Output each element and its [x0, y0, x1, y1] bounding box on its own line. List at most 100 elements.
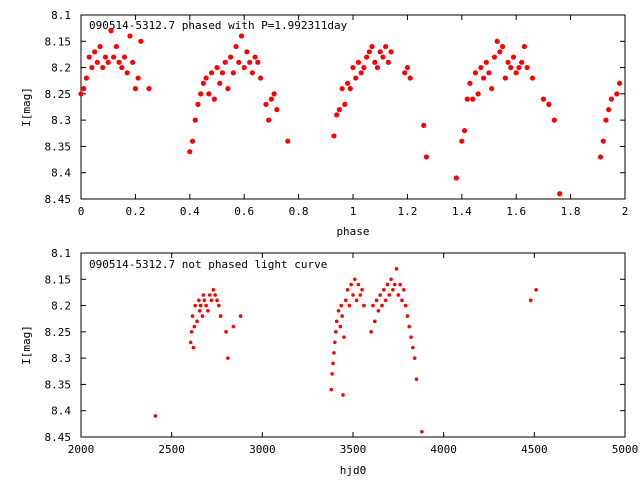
- phased-data-point: [244, 49, 250, 55]
- phased-data-point: [350, 64, 356, 71]
- phased-data-point: [480, 75, 487, 81]
- phased-data-point: [404, 64, 410, 71]
- phased-data-point: [347, 86, 353, 92]
- phased-y-tick-label: 8.15: [45, 35, 72, 48]
- unphased-data-point: [356, 282, 361, 287]
- phased-data-point: [364, 54, 370, 60]
- unphased-x-tick-label: 2000: [68, 443, 95, 456]
- unphased-data-point: [345, 288, 350, 292]
- unphased-data-point: [343, 298, 348, 303]
- phased-data-point: [540, 96, 547, 102]
- phased-data-point: [388, 49, 394, 55]
- unphased-data-point: [347, 303, 352, 308]
- phased-data-point: [198, 91, 204, 97]
- unphased-data-point: [394, 266, 399, 271]
- unphased-data-point: [353, 277, 357, 282]
- unphased-data-point: [414, 377, 419, 381]
- phased-data-point: [195, 101, 201, 107]
- phased-data-point: [500, 43, 506, 50]
- unphased-data-point: [191, 345, 196, 350]
- unphased-y-tick-label: 8.2: [51, 300, 71, 313]
- unphased-data-point: [200, 314, 205, 318]
- phased-data-point: [92, 49, 98, 55]
- unphased-data-point: [369, 330, 373, 334]
- phased-data-point: [372, 59, 378, 65]
- phased-data-point: [521, 43, 527, 50]
- unphased-data-point: [371, 303, 375, 308]
- phased-chart-title: 090514-5312.7 phased with P=1.992311day: [89, 19, 348, 32]
- phased-x-tick-label: 1.6: [506, 205, 526, 218]
- phased-data-point: [214, 64, 220, 71]
- phased-data-point: [135, 75, 141, 81]
- phased-y-tick-label: 8.45: [45, 193, 72, 206]
- phased-data-point: [217, 80, 223, 86]
- phased-data-point: [146, 86, 152, 92]
- phased-data-point: [257, 75, 264, 81]
- unphased-data-point: [211, 288, 216, 292]
- phased-data-point: [263, 101, 269, 107]
- unphased-data-point: [215, 298, 219, 303]
- unphased-data-point: [189, 330, 194, 334]
- phased-y-tick-label: 8.35: [45, 140, 72, 153]
- unphased-data-point: [339, 303, 344, 308]
- phased-y-tick-label: 8.25: [45, 88, 72, 101]
- phased-data-point: [113, 43, 119, 50]
- phased-data-point: [344, 80, 351, 86]
- phased-data-point: [236, 59, 242, 65]
- phased-data-point: [385, 59, 391, 65]
- phased-data-point: [200, 80, 206, 86]
- unphased-data-point: [385, 282, 390, 287]
- phased-data-point: [369, 43, 375, 50]
- phased-data-point: [377, 49, 383, 55]
- unphased-data-point: [188, 340, 193, 345]
- phased-data-point: [608, 96, 615, 102]
- phased-data-point: [486, 70, 492, 76]
- phased-data-point: [127, 33, 133, 39]
- phased-data-point: [494, 38, 500, 44]
- phased-data-point: [374, 64, 381, 71]
- unphased-x-tick-label: 5000: [612, 443, 639, 456]
- unphased-x-axis-label: hjd0: [340, 464, 367, 477]
- phased-data-point: [206, 91, 212, 97]
- phased-y-tick-label: 8.4: [51, 167, 71, 180]
- phased-data-point: [119, 64, 125, 71]
- unphased-data-point: [376, 309, 381, 313]
- unphased-data-point: [340, 314, 344, 318]
- unphased-data-point: [354, 298, 359, 303]
- phased-data-point: [187, 149, 193, 155]
- unphased-data-point: [330, 372, 334, 376]
- phased-data-point: [138, 38, 144, 44]
- unphased-data-point: [201, 293, 206, 297]
- phased-data-point: [472, 70, 478, 76]
- phased-data-point: [102, 54, 109, 60]
- phased-data-point: [86, 54, 92, 60]
- unphased-y-tick-label: 8.45: [45, 431, 72, 444]
- phased-data-point: [97, 43, 103, 50]
- phased-data-point: [331, 133, 337, 139]
- unphased-panel: 090514-5312.7 not phased light curve hjd…: [20, 247, 638, 477]
- phased-x-tick-label: 1.2: [397, 205, 417, 218]
- phased-data-point: [228, 54, 234, 60]
- unphased-x-ticks: 2000 2500 3000 3500 4000 4500 5000: [68, 253, 639, 456]
- phased-data-point: [423, 154, 430, 160]
- phased-data-point: [353, 75, 359, 81]
- unphased-x-tick-label: 4500: [521, 443, 548, 456]
- phased-data-point: [192, 117, 198, 123]
- phased-data-point: [459, 138, 465, 144]
- unphased-data-point: [374, 298, 379, 303]
- phased-plot-frame: [80, 14, 626, 200]
- unphased-data-point: [331, 361, 335, 366]
- phased-data-point: [497, 49, 503, 55]
- phased-data-point: [334, 112, 340, 118]
- phased-data-point: [238, 33, 245, 39]
- unphased-data-point: [389, 277, 393, 282]
- phased-data-point: [453, 175, 459, 181]
- unphased-y-tick-label: 8.3: [51, 352, 71, 365]
- phased-data-point: [100, 64, 106, 71]
- unphased-data-point: [534, 288, 538, 292]
- unphased-data-point: [396, 293, 401, 297]
- phased-data-point: [116, 59, 122, 65]
- phased-data-point: [78, 91, 84, 97]
- phased-data-point: [600, 138, 606, 144]
- unphased-data-point: [378, 293, 383, 297]
